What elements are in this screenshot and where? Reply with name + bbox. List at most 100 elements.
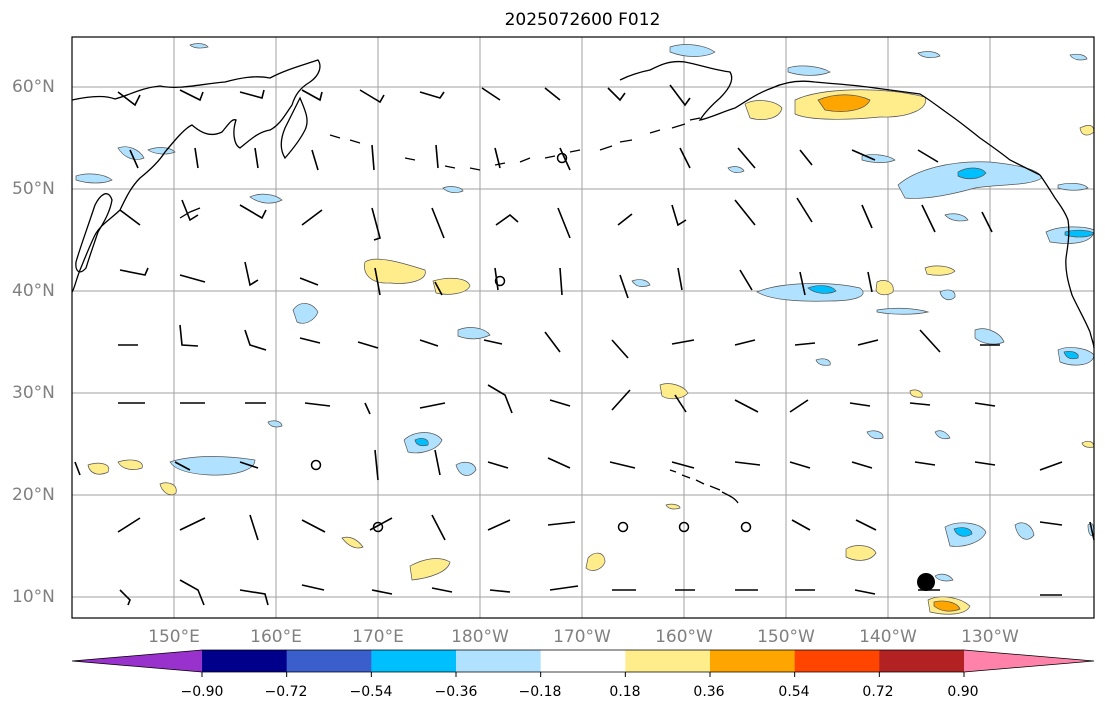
anomaly-patch bbox=[807, 285, 837, 294]
lon-tick-label: 150°E bbox=[148, 627, 200, 647]
anomaly-patch bbox=[939, 289, 956, 301]
anomaly-patch bbox=[659, 383, 689, 400]
anomaly-patch bbox=[756, 283, 864, 302]
anomaly-patch bbox=[147, 147, 176, 155]
anomaly-patch bbox=[631, 279, 651, 287]
anomaly-patch bbox=[364, 258, 426, 284]
anomaly-patch bbox=[1014, 522, 1035, 540]
anomaly-patch bbox=[845, 545, 877, 561]
lon-tick-label: 160°W bbox=[655, 627, 713, 647]
lon-tick-label: 170°W bbox=[553, 627, 611, 647]
anomaly-patch bbox=[1057, 182, 1089, 191]
lat-tick-label: 20°N bbox=[12, 485, 55, 505]
coastlines bbox=[71, 59, 1095, 504]
colorbar-bin bbox=[879, 650, 965, 672]
lon-tick-label: 180°W bbox=[451, 627, 509, 647]
anomaly-patch bbox=[169, 456, 256, 476]
anomaly-patch bbox=[944, 213, 969, 222]
anomaly-patch bbox=[727, 166, 745, 174]
colorbar-tick-label: −0.36 bbox=[434, 684, 478, 700]
wind-barb bbox=[117, 84, 691, 107]
alaska-coastline bbox=[619, 60, 1041, 176]
anomaly-patch bbox=[414, 438, 429, 447]
anomaly-patch bbox=[669, 44, 716, 57]
anomaly-patch bbox=[432, 277, 471, 295]
lon-tick-label: 150°W bbox=[757, 627, 815, 647]
map-frame bbox=[71, 36, 1095, 619]
anomaly-patch bbox=[787, 65, 831, 76]
wind-barbs bbox=[74, 84, 1095, 606]
anomaly-patch bbox=[934, 430, 951, 440]
lat-tick-label: 10°N bbox=[12, 587, 55, 607]
anomaly-patch bbox=[249, 193, 283, 204]
anomaly-patch bbox=[974, 328, 1005, 345]
anomaly-patch bbox=[861, 154, 896, 163]
japan-coastline bbox=[75, 193, 113, 273]
anomaly-patch bbox=[1069, 53, 1088, 61]
anomaly-patch bbox=[909, 389, 923, 398]
anomaly-patch bbox=[457, 327, 491, 340]
wind-barb bbox=[129, 144, 939, 171]
lat-tick-label: 50°N bbox=[12, 179, 55, 199]
anomaly-patch bbox=[744, 100, 783, 120]
anomaly-patch bbox=[876, 307, 930, 315]
kamchatka-coastline bbox=[280, 96, 308, 160]
hawaiian-islands bbox=[669, 469, 739, 504]
lat-tick-label: 30°N bbox=[12, 383, 55, 403]
colorbar-bin bbox=[710, 650, 796, 672]
anomaly-patch bbox=[75, 173, 113, 184]
lat-tick-label: 40°N bbox=[12, 281, 55, 301]
colorbar-bin bbox=[456, 650, 542, 672]
lon-tick-label: 130°W bbox=[961, 627, 1019, 647]
anomaly-patch bbox=[87, 462, 110, 475]
wind-barb bbox=[74, 449, 1063, 481]
gridlines bbox=[72, 37, 1094, 618]
anomaly-patch bbox=[924, 265, 956, 276]
anomaly-patch bbox=[409, 558, 451, 581]
anomaly-patch bbox=[455, 461, 477, 476]
colorbar-tick-label: −0.90 bbox=[180, 684, 224, 700]
aleutian-islands bbox=[179, 117, 701, 219]
colorbar-tick-label: 0.18 bbox=[609, 684, 641, 700]
colorbar-extend-min bbox=[72, 650, 202, 672]
anomaly-patch bbox=[866, 430, 884, 440]
anomaly-patch bbox=[665, 503, 681, 510]
tropical-cyclone-marker bbox=[917, 573, 935, 591]
anomaly-patch bbox=[934, 573, 954, 582]
calm-wind-markers bbox=[310, 152, 752, 533]
anomaly-patch bbox=[875, 280, 894, 296]
lat-tick-label: 60°N bbox=[12, 77, 55, 97]
anomaly-patch bbox=[933, 600, 961, 612]
wind-barb bbox=[118, 384, 996, 415]
colorbar-bin bbox=[794, 650, 880, 672]
colorbar-bin bbox=[540, 650, 626, 672]
colorbar-tick-label: 0.90 bbox=[947, 684, 979, 700]
lon-tick-label: 170°E bbox=[352, 627, 404, 647]
anomaly-patch bbox=[117, 459, 143, 470]
lon-tick-label: 160°E bbox=[250, 627, 302, 647]
anomaly-patch bbox=[267, 420, 283, 428]
anomaly-patch bbox=[292, 303, 319, 324]
anomaly-patch bbox=[1063, 351, 1079, 360]
colorbar-tick-label: −0.72 bbox=[264, 684, 308, 700]
anomaly-patch bbox=[189, 43, 209, 49]
colorbar-tick-label: −0.54 bbox=[349, 684, 393, 700]
north-america-coastline bbox=[1039, 174, 1095, 349]
wind-barb bbox=[118, 324, 1000, 359]
anomaly-patch bbox=[585, 552, 606, 571]
colorbar-extend-max bbox=[964, 650, 1094, 672]
positive-anomaly-patches bbox=[87, 89, 1095, 615]
colorbar-bin bbox=[286, 650, 372, 672]
anomaly-patch bbox=[341, 536, 364, 549]
negative-anomaly-patches bbox=[75, 43, 1095, 582]
colorbar-tick-label: 0.36 bbox=[693, 684, 725, 700]
anomaly-patch bbox=[957, 167, 987, 180]
anomaly-patch bbox=[917, 51, 941, 59]
colorbar-bin bbox=[371, 650, 457, 672]
colorbar-bin bbox=[625, 650, 711, 672]
colorbar-bin bbox=[202, 650, 288, 672]
anomaly-patch bbox=[159, 482, 177, 496]
anomaly-patch bbox=[953, 527, 973, 537]
